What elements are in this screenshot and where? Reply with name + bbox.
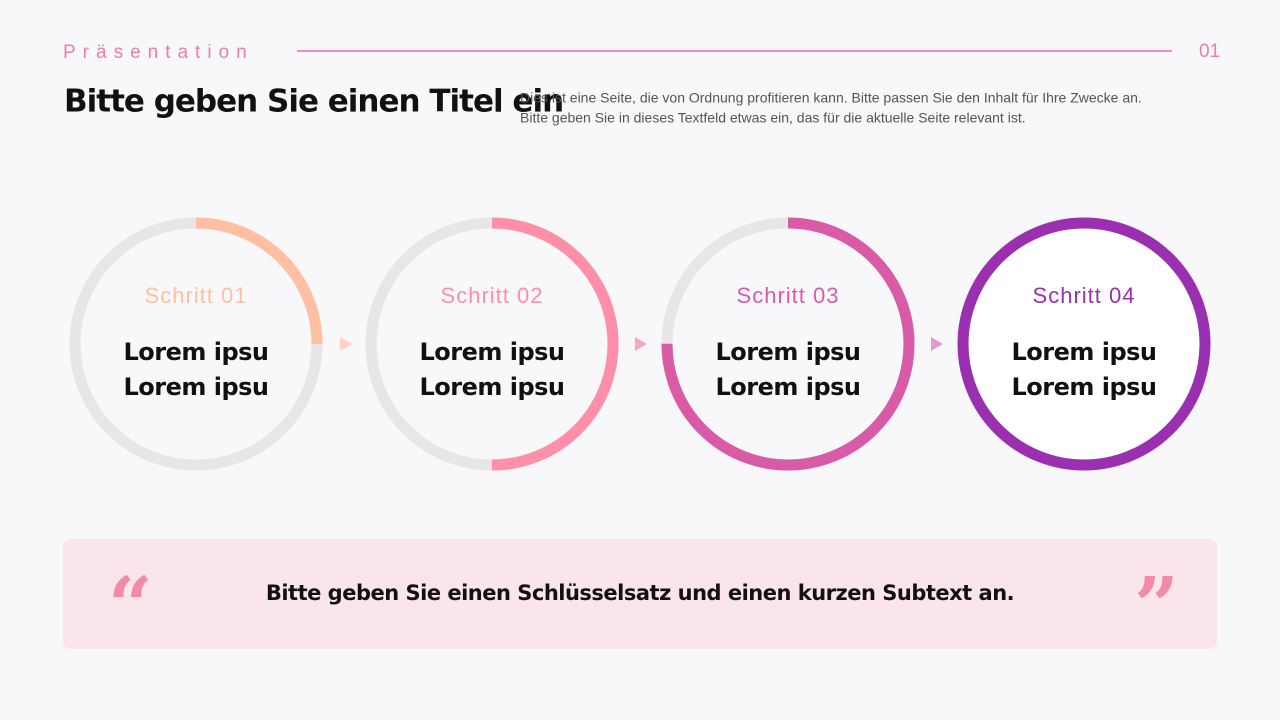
ring-progress (365, 217, 619, 471)
step-text: Lorem ipsu (1011, 373, 1156, 401)
header-label: Präsentation (63, 42, 254, 63)
step-label: Schritt 01 (145, 283, 248, 308)
step-text: Lorem ipsu (419, 338, 564, 366)
step-text: Lorem ipsu (715, 373, 860, 401)
ring-progress (69, 217, 323, 471)
quote-open: “ (108, 561, 153, 652)
step-label: Schritt 04 (1033, 283, 1136, 308)
step-text: Lorem ipsu (123, 338, 268, 366)
arrow (340, 337, 352, 351)
page-number: 01 (1199, 41, 1220, 62)
arrow (635, 337, 647, 351)
step-text: Lorem ipsu (1011, 338, 1156, 366)
step-label: Schritt 02 (441, 283, 544, 308)
quote-close: ” (1134, 561, 1179, 652)
step-text: Lorem ipsu (419, 373, 564, 401)
key-sentence: Bitte geben Sie einen Schlüsselsatz und … (266, 581, 1014, 605)
description-line: Bitte geben Sie in dieses Textfeld etwas… (520, 110, 1026, 126)
step-label: Schritt 03 (737, 283, 840, 308)
step-text: Lorem ipsu (123, 373, 268, 401)
ring-progress (957, 217, 1211, 471)
ring-progress (661, 217, 915, 471)
quote-box (63, 539, 1217, 649)
step-text: Lorem ipsu (715, 338, 860, 366)
title: Bitte geben Sie einen Titel ein (64, 84, 563, 120)
arrow (931, 337, 943, 351)
description-line: Dies ist eine Seite, die von Ordnung pro… (520, 90, 1142, 106)
steps: Schritt 01 Lorem ipsu Lorem ipsu Schritt 02… (69, 217, 1211, 471)
